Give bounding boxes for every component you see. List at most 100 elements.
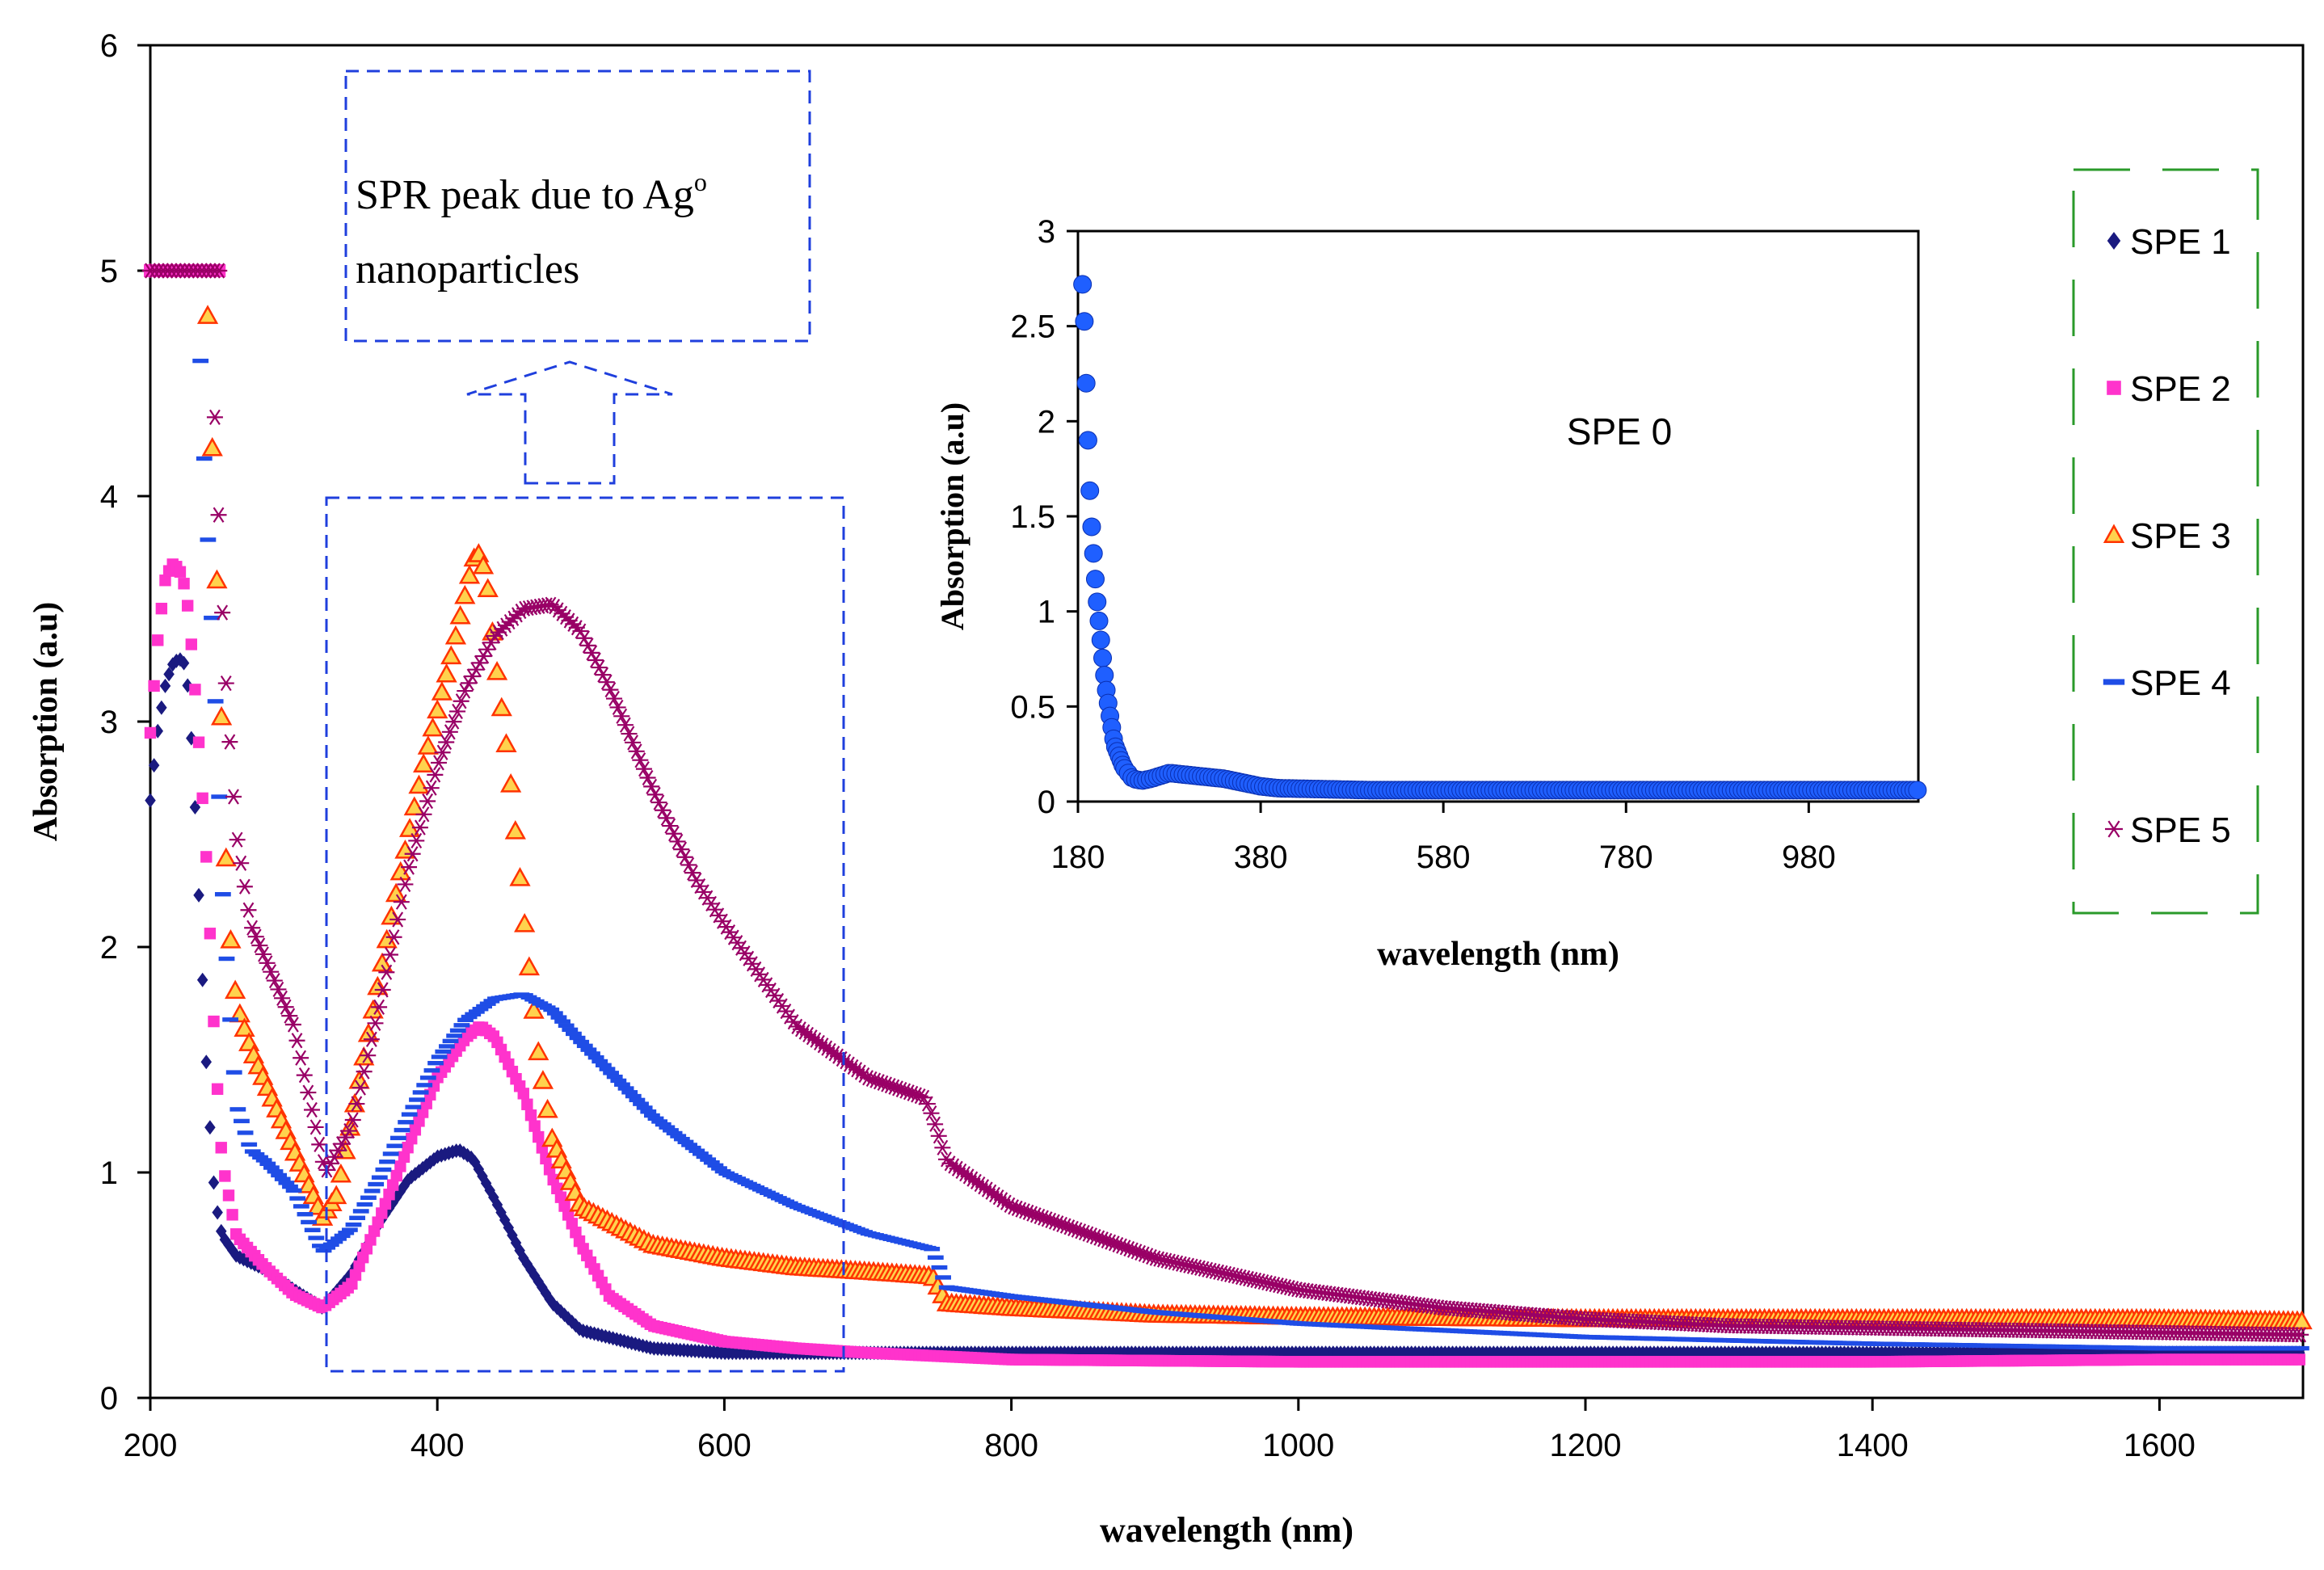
data-point [215, 1142, 227, 1154]
data-point [204, 615, 220, 621]
data-point [394, 1160, 406, 1172]
data-point [201, 436, 223, 457]
data-point [633, 1101, 649, 1106]
data-point [155, 602, 168, 615]
data-point [192, 358, 209, 364]
inset-x-ticks: 180 380 580 780 980 [1051, 802, 1836, 875]
main-x-ticks: 200 400 600 800 1000 1200 1400 1600 [124, 1398, 2196, 1463]
data-point [221, 734, 238, 750]
data-point [174, 566, 187, 578]
data-point [270, 981, 287, 998]
data-point [587, 1054, 604, 1060]
main-y-tick-label: 6 [100, 28, 118, 64]
data-point [210, 705, 233, 726]
data-point [495, 733, 517, 752]
data-point [935, 1275, 951, 1280]
data-point [251, 937, 268, 953]
data-point [688, 1148, 705, 1153]
data-point [427, 1060, 444, 1066]
data-point [684, 1145, 701, 1151]
data-point [204, 1120, 216, 1135]
data-point [367, 1015, 384, 1031]
data-point [300, 1084, 317, 1101]
data-point [225, 1070, 242, 1075]
data-point [371, 1175, 388, 1180]
data-point [204, 928, 217, 940]
main-x-tick-label: 1000 [1262, 1428, 1334, 1463]
data-point [446, 1033, 463, 1038]
data-point [322, 1242, 339, 1247]
data-point [486, 661, 508, 680]
data-point [413, 753, 435, 773]
data-point [409, 1124, 422, 1136]
data-point [381, 905, 402, 925]
data-point [394, 1127, 410, 1133]
data-point [628, 743, 645, 760]
data-point [285, 1188, 302, 1193]
data-point [237, 1130, 254, 1135]
data-point [1089, 611, 1109, 630]
data-point [934, 1139, 951, 1155]
data-point [1093, 648, 1113, 667]
data-point [465, 1012, 482, 1017]
data-point [655, 1122, 672, 1127]
data-point [368, 1225, 381, 1237]
data-point [206, 409, 223, 425]
data-point [1085, 570, 1105, 589]
data-point [1084, 544, 1103, 563]
inset-chart: 0 0.5 1 1.5 2 2.5 3 180 380 580 780 980 Absorption… [934, 214, 1927, 973]
data-point [669, 833, 686, 850]
data-point [219, 1170, 231, 1182]
data-point [375, 1167, 392, 1172]
legend-label: SPE 1 [2130, 222, 2231, 262]
data-point [453, 693, 469, 709]
data-point [196, 792, 208, 805]
data-point [621, 1090, 638, 1095]
data-point [546, 1011, 563, 1016]
main-x-tick-label: 800 [984, 1428, 1038, 1463]
data-point [680, 857, 697, 873]
data-point [477, 578, 499, 597]
data-point [677, 1139, 694, 1145]
data-point [192, 736, 205, 748]
data-point [670, 1134, 687, 1139]
data-point [360, 1047, 377, 1063]
legend-marker [2107, 232, 2121, 250]
data-point [404, 846, 421, 862]
data-point [196, 972, 208, 987]
inset-data-marks [1073, 275, 1927, 800]
data-point [376, 1207, 388, 1219]
data-point [385, 929, 402, 945]
data-point [259, 955, 276, 971]
data-point [434, 744, 451, 760]
data-point [673, 841, 690, 857]
data-point [625, 734, 642, 751]
main-y-tick-label: 2 [100, 930, 118, 966]
data-point [397, 876, 414, 893]
data-point [423, 1068, 440, 1073]
data-point [360, 1195, 377, 1200]
series-spe-0 [1073, 275, 1927, 800]
main-y-tick-label: 4 [100, 479, 118, 515]
data-point [583, 645, 600, 661]
data-point [220, 929, 242, 949]
data-point [665, 826, 682, 842]
data-point [145, 793, 156, 808]
data-point [476, 1004, 492, 1009]
data-point [436, 663, 457, 683]
data-point [214, 892, 231, 897]
data-point [303, 1101, 320, 1118]
data-point [647, 1116, 664, 1122]
legend-label: SPE 5 [2130, 810, 2231, 850]
data-point [326, 1239, 343, 1244]
data-point [569, 1035, 586, 1041]
data-point [271, 1172, 288, 1178]
inset-y-axis-label: Absorption (a.u) [934, 402, 970, 630]
data-point [592, 1059, 608, 1064]
main-x-tick-label: 200 [124, 1428, 178, 1463]
legend: SPE 1 SPE 2 SPE 3 SPE 4 SPE 5 [2072, 168, 2259, 915]
data-point [930, 1128, 947, 1144]
data-point [570, 1227, 582, 1239]
data-point [296, 1067, 313, 1084]
data-point [212, 1205, 223, 1220]
